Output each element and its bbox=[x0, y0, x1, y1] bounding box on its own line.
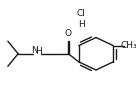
Text: H: H bbox=[78, 20, 85, 29]
Text: N: N bbox=[31, 46, 38, 55]
Text: Cl: Cl bbox=[77, 9, 86, 18]
Text: O: O bbox=[65, 29, 72, 38]
Text: CH₃: CH₃ bbox=[121, 41, 137, 50]
Text: H: H bbox=[35, 47, 42, 56]
